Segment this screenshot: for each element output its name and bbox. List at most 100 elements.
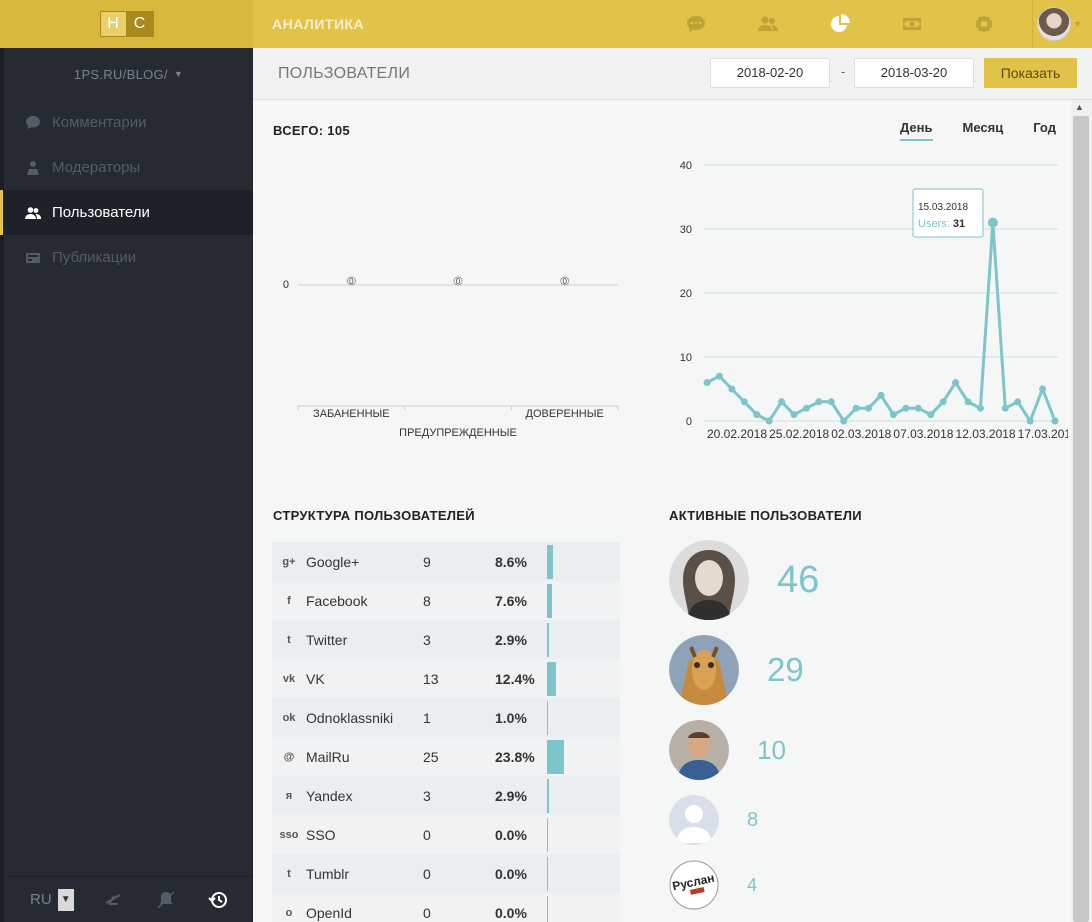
site-name: 1PS.RU/BLOG/ [73, 66, 168, 82]
table-row: t Twitter 3 2.9% [272, 620, 620, 659]
sidebar-item-publications[interactable]: Публикации [4, 235, 253, 280]
chevron-down-icon: ▼ [1073, 19, 1082, 29]
active-user-value: 46 [777, 558, 820, 601]
x-tick-label: 12.03.2018 [956, 427, 1016, 441]
sidebar-item-moderators[interactable]: Модераторы [4, 145, 253, 190]
settings-nav-button[interactable] [948, 0, 1020, 48]
provider-icon: я [285, 789, 293, 802]
data-point[interactable] [790, 411, 798, 419]
avatar [669, 540, 749, 620]
comments-icon [687, 16, 705, 32]
tab-day[interactable]: День [900, 120, 933, 141]
data-point[interactable] [1039, 385, 1047, 393]
status-point[interactable] [346, 276, 356, 286]
logo: H C [99, 11, 154, 37]
users-nav-button[interactable] [732, 0, 804, 48]
chevron-down-icon: ▼ [57, 888, 74, 911]
share-bar-track [547, 778, 607, 813]
status-point[interactable] [453, 276, 463, 286]
data-point[interactable] [1051, 417, 1059, 425]
tab-month[interactable]: Месяц [962, 120, 1004, 135]
data-point[interactable] [902, 404, 910, 412]
data-point[interactable] [865, 404, 873, 412]
data-point[interactable] [852, 404, 860, 412]
data-point[interactable] [753, 411, 761, 419]
data-point[interactable] [815, 398, 823, 406]
money-nav-button[interactable] [876, 0, 948, 48]
category-label: ДОВЕРЕННЫЕ [526, 408, 604, 420]
data-point[interactable] [802, 404, 810, 412]
data-point[interactable] [715, 372, 723, 380]
site-selector[interactable]: 1PS.RU/BLOG/ ▼ [4, 48, 253, 100]
mute-icon [105, 893, 121, 905]
provider-count: 3 [423, 787, 431, 804]
history-icon [207, 891, 227, 908]
data-point[interactable] [939, 398, 947, 406]
date-from-input[interactable]: 2018-02-20 [710, 58, 830, 88]
history-button[interactable] [206, 888, 230, 912]
language-selector[interactable]: RU ▼ [30, 888, 74, 911]
data-point[interactable] [765, 417, 773, 425]
table-row: я Yandex 3 2.9% [272, 776, 620, 815]
active-user-item[interactable]: 29 [669, 635, 804, 705]
user-menu[interactable]: ▼ [1032, 0, 1092, 48]
active-user-item[interactable]: 10 [669, 720, 786, 780]
data-point[interactable] [964, 398, 972, 406]
comments-nav-button[interactable] [660, 0, 732, 48]
provider-icon: t [287, 633, 291, 646]
provider-icon: @ [283, 750, 295, 763]
mute-sound-button[interactable] [102, 888, 126, 912]
share-bar [547, 700, 548, 735]
status-point[interactable] [560, 276, 570, 286]
share-bar [547, 544, 553, 579]
scroll-thumb[interactable] [1073, 116, 1089, 922]
data-point[interactable] [976, 404, 984, 412]
data-point[interactable] [987, 217, 998, 228]
data-point[interactable] [1026, 417, 1034, 425]
provider-name: SSO [306, 826, 336, 843]
date-to-input[interactable]: 2018-03-20 [854, 58, 974, 88]
data-point[interactable] [889, 411, 897, 419]
sidebar: 1PS.RU/BLOG/ ▼ Комментарии Модераторы По… [0, 48, 253, 922]
data-point[interactable] [840, 417, 848, 425]
users-icon [24, 204, 42, 222]
table-row: sso SSO 0 0.0% [272, 815, 620, 854]
logo-area[interactable]: H C [0, 0, 253, 48]
analytics-nav-button[interactable] [804, 0, 876, 48]
provider-count: 0 [423, 904, 431, 921]
scrollbar[interactable]: ▲ [1071, 100, 1092, 922]
logo-letter-h: H [100, 12, 127, 36]
notifications-off-button[interactable] [154, 888, 178, 912]
data-point[interactable] [1014, 398, 1022, 406]
data-label: 0 [562, 277, 567, 286]
sidebar-item-users[interactable]: Пользователи [0, 190, 253, 235]
table-row: g+ Google+ 9 8.6% [272, 542, 620, 581]
active-user-item[interactable]: 8 [669, 795, 758, 845]
data-point[interactable] [927, 411, 935, 419]
sidebar-item-comments[interactable]: Комментарии [4, 100, 253, 145]
provider-percent: 8.6% [495, 553, 527, 570]
active-user-item[interactable]: 46 [669, 540, 819, 620]
chart-tooltip: 15.03.2018 Users: 31 [912, 188, 984, 238]
active-user-value: 10 [757, 734, 786, 765]
y-tick-label: 0 [283, 279, 289, 291]
data-point[interactable] [877, 391, 885, 399]
provider-count: 8 [423, 592, 431, 609]
data-point[interactable] [952, 379, 960, 387]
provider-icon: sso [279, 828, 299, 841]
data-point[interactable] [1001, 404, 1009, 412]
data-point[interactable] [703, 379, 711, 387]
data-point[interactable] [827, 398, 835, 406]
data-point[interactable] [728, 385, 736, 393]
active-user-item[interactable]: Руслан 4 [669, 860, 757, 910]
scroll-up-arrow[interactable]: ▲ [1075, 102, 1084, 112]
page-header: ПОЛЬЗОВАТЕЛИ 2018-02-20 - 2018-03-20 Пок… [253, 48, 1092, 100]
provider-percent: 0.0% [495, 904, 527, 921]
show-button[interactable]: Показать [984, 58, 1077, 88]
tab-year[interactable]: Год [1033, 120, 1056, 135]
data-point[interactable] [740, 398, 748, 406]
data-point[interactable] [914, 404, 922, 412]
provider-name: Tumblr [306, 865, 350, 882]
x-tick-label: 07.03.2018 [893, 427, 953, 441]
data-point[interactable] [778, 398, 786, 406]
